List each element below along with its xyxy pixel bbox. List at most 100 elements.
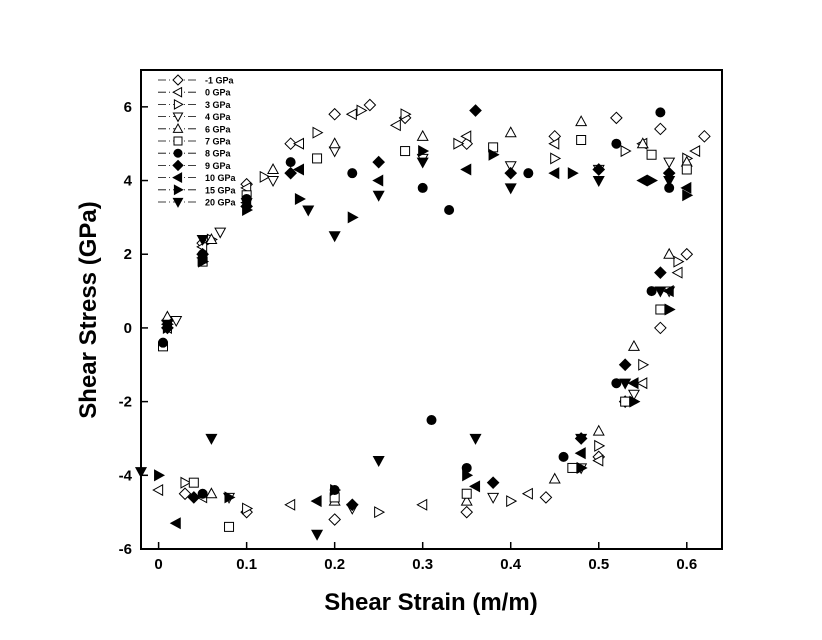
x-tick-label: 0 bbox=[154, 556, 162, 573]
x-tick-label: 0.4 bbox=[500, 556, 522, 573]
data-point bbox=[655, 304, 666, 315]
data-point bbox=[681, 164, 692, 175]
data-point bbox=[240, 198, 253, 210]
y-tick-label: 0 bbox=[124, 320, 132, 337]
x-tick-label: 0.1 bbox=[236, 556, 257, 573]
data-point bbox=[576, 135, 587, 146]
data-point bbox=[284, 166, 297, 180]
legend-entry: 15 GPa bbox=[158, 184, 237, 196]
legend-marker bbox=[172, 197, 184, 208]
data-point bbox=[636, 174, 648, 187]
legend-label: 4 GPa bbox=[205, 112, 232, 122]
data-point bbox=[638, 358, 650, 371]
legend-entry: 9 GPa bbox=[158, 159, 232, 172]
data-point bbox=[372, 155, 386, 169]
data-point bbox=[400, 108, 412, 121]
data-point bbox=[592, 454, 604, 467]
legend-marker bbox=[172, 74, 184, 86]
data-point bbox=[636, 377, 648, 390]
x-tick-label: 0.2 bbox=[324, 556, 345, 573]
data-point bbox=[610, 111, 623, 125]
x-tick-label: 0.5 bbox=[588, 556, 609, 573]
series-0 bbox=[161, 98, 711, 526]
data-point bbox=[154, 469, 166, 482]
data-point bbox=[646, 149, 657, 160]
data-point bbox=[267, 175, 280, 187]
data-point bbox=[504, 166, 518, 180]
data-point bbox=[460, 130, 472, 143]
y-tick-label: 4 bbox=[124, 173, 133, 190]
data-point bbox=[416, 498, 428, 511]
y-axis-ticks: -6 -4 -2 0 2 4 6 bbox=[119, 99, 148, 558]
data-point bbox=[620, 145, 632, 158]
data-point bbox=[374, 506, 386, 519]
legend-label: 20 GPa bbox=[205, 198, 237, 208]
x-axis-ticks: 0 0.1 0.2 0.3 0.4 0.5 0.6 bbox=[154, 542, 697, 573]
data-point bbox=[469, 433, 482, 445]
data-point bbox=[330, 484, 342, 497]
data-point bbox=[682, 189, 694, 202]
data-point bbox=[158, 337, 169, 348]
data-point bbox=[418, 145, 430, 158]
series-5 bbox=[158, 135, 692, 532]
x-axis-title: Shear Strain (m/m) bbox=[324, 589, 537, 616]
legend-label: -1 GPa bbox=[205, 76, 235, 86]
data-point bbox=[486, 476, 500, 490]
legend-entry: 0 GPa bbox=[158, 86, 232, 98]
data-point bbox=[224, 491, 236, 504]
data-point bbox=[178, 487, 192, 501]
data-point bbox=[627, 377, 639, 390]
data-point bbox=[698, 129, 711, 143]
data-point bbox=[548, 167, 560, 180]
legend-entry: 8 GPa bbox=[158, 148, 232, 159]
data-point bbox=[328, 513, 341, 526]
y-tick-label: -2 bbox=[119, 394, 132, 411]
series-4 bbox=[161, 115, 693, 506]
data-point bbox=[469, 104, 482, 117]
data-point bbox=[462, 469, 474, 482]
data-point bbox=[629, 395, 641, 408]
data-point bbox=[460, 494, 473, 506]
data-point bbox=[506, 495, 518, 508]
data-point bbox=[460, 163, 472, 176]
data-point bbox=[654, 122, 667, 136]
data-point bbox=[663, 175, 676, 187]
legend-entry: 7 GPa bbox=[158, 136, 232, 147]
x-tick-label: 0.6 bbox=[676, 556, 697, 573]
legend-entry: 6 GPa bbox=[158, 122, 232, 134]
data-point bbox=[347, 168, 358, 179]
data-point bbox=[654, 266, 667, 279]
data-point bbox=[161, 319, 174, 331]
legend-marker bbox=[173, 184, 184, 196]
legend-marker bbox=[173, 148, 183, 158]
data-point bbox=[627, 389, 640, 401]
data-point bbox=[328, 231, 341, 243]
data-point bbox=[170, 316, 183, 327]
data-point bbox=[488, 148, 500, 161]
x-tick-label: 0.3 bbox=[412, 556, 433, 573]
data-point bbox=[328, 137, 341, 149]
legend-marker bbox=[172, 122, 184, 133]
data-point bbox=[671, 266, 683, 279]
y-tick-label: 6 bbox=[124, 99, 132, 116]
data-point bbox=[663, 157, 676, 169]
legend-entry: 20 GPa bbox=[158, 198, 237, 208]
series-2 bbox=[162, 104, 694, 519]
data-point bbox=[284, 498, 296, 511]
data-point bbox=[294, 192, 306, 205]
y-axis-title: Shear Stress (GPa) bbox=[75, 201, 102, 418]
series-1 bbox=[152, 108, 701, 511]
data-point bbox=[523, 168, 534, 179]
points-layer bbox=[134, 98, 711, 541]
data-point bbox=[611, 138, 622, 149]
data-point bbox=[453, 137, 465, 150]
data-point bbox=[574, 447, 586, 460]
data-point bbox=[460, 505, 474, 519]
data-point bbox=[655, 107, 666, 118]
data-point bbox=[205, 487, 218, 499]
data-point bbox=[576, 461, 588, 474]
data-point bbox=[444, 205, 455, 216]
legend-label: 10 GPa bbox=[205, 173, 237, 183]
legend-marker bbox=[173, 98, 184, 110]
